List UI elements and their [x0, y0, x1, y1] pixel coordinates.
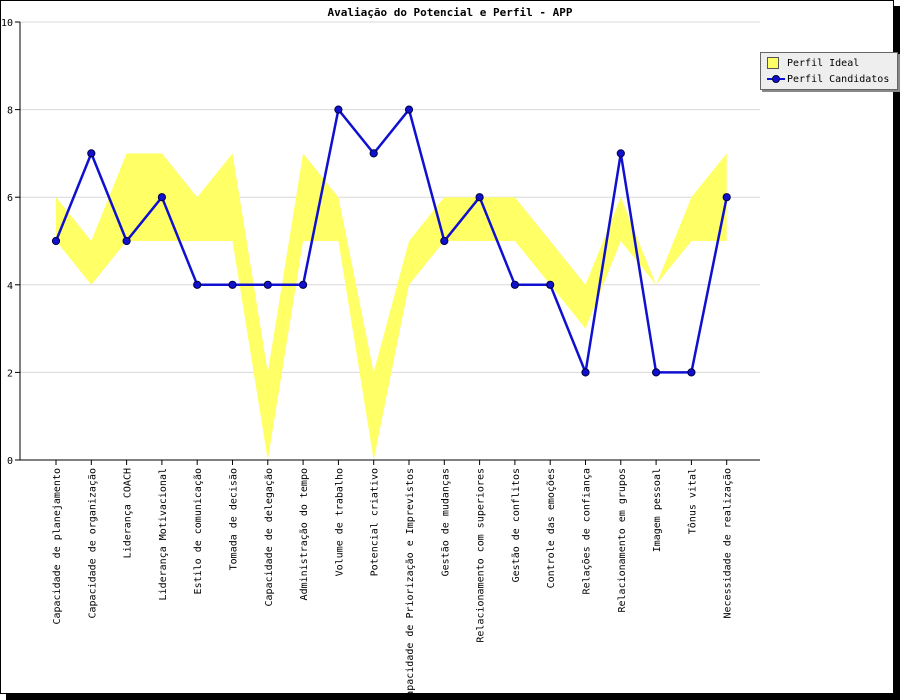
x-tick-label: Relacionamento com superiores: [476, 468, 487, 643]
y-tick-label: 10: [1, 18, 13, 29]
data-point: [263, 280, 272, 289]
x-tick-label: Controle das emoções: [546, 468, 557, 588]
data-point: [404, 105, 414, 114]
legend-item-candidatos: Perfil Candidatos: [767, 72, 889, 86]
legend-swatch-ideal: [767, 57, 779, 69]
axis-layer: 0 2 4 6 8 10 Capacidade de planejamento Capacid…: [1, 18, 760, 700]
x-tick-label: Capacidade de delegação: [264, 468, 275, 606]
data-point: [510, 280, 520, 289]
data-point: [440, 236, 449, 246]
data-point: [157, 193, 166, 202]
legend-item-ideal: Perfil Ideal: [767, 56, 859, 70]
line-layer: [51, 105, 731, 378]
x-tick-label: Necessidade de realização: [723, 468, 734, 619]
band-layer: [56, 153, 727, 460]
data-point: [369, 149, 378, 158]
y-tick-label: 8: [7, 106, 13, 117]
x-tick-label: Gestão de conflitos: [511, 468, 522, 582]
data-point: [193, 280, 202, 289]
x-tick-label: Capacidade de organização: [87, 468, 98, 619]
x-tick-label: Volume de trabalho: [334, 468, 345, 576]
data-point: [122, 236, 131, 246]
x-tick-label: Capacidade de planejamento: [52, 468, 63, 625]
series-perfil-ideal-band: [56, 153, 727, 460]
x-tick-label: Liderança Motivacional: [158, 468, 169, 600]
x-tick-label: Relações de confiança: [582, 468, 593, 594]
data-point: [616, 149, 625, 158]
data-point: [228, 280, 237, 289]
data-point: [299, 280, 308, 289]
data-point: [652, 368, 661, 377]
y-tick-label: 0: [7, 456, 13, 467]
x-tick-label: Potencial criativo: [370, 468, 381, 576]
x-tick-label: Tomada de decisão: [229, 468, 240, 570]
x-tick-label: Tônus vital: [686, 468, 698, 534]
y-tick-label: 2: [7, 368, 13, 379]
series-perfil-candidatos-line: [54, 106, 728, 378]
data-point: [334, 105, 343, 114]
data-point: [546, 280, 555, 289]
x-tick-label: Relacionamento em grupos: [617, 468, 628, 613]
chart-title: Avaliação do Potencial e Perfil - APP: [327, 6, 572, 19]
x-tick-label: Liderança COACH: [123, 468, 134, 558]
data-point: [581, 368, 590, 377]
legend-label-candidatos: Perfil Candidatos: [787, 73, 890, 85]
legend: Perfil Ideal Perfil Candidatos: [760, 52, 898, 90]
data-point: [87, 149, 96, 158]
legend-label-ideal: Perfil Ideal: [787, 57, 860, 69]
x-tick-label: Estilo de comunicação: [193, 468, 204, 594]
y-tick-label: 4: [7, 281, 13, 292]
data-point: [687, 368, 696, 377]
legend-swatch-candidatos: [767, 73, 785, 85]
x-tick-label: Gestão de mudanças: [440, 468, 451, 576]
x-tick-label: Capacidade de Priorização e Imprevistos: [405, 468, 416, 700]
x-tick-label: Administração do tempo: [299, 468, 310, 600]
data-point: [475, 193, 484, 202]
x-tick-label: Imagem pessoal: [652, 468, 663, 552]
data-point: [51, 236, 61, 246]
data-point: [722, 193, 731, 202]
y-tick-label: 6: [7, 193, 13, 204]
